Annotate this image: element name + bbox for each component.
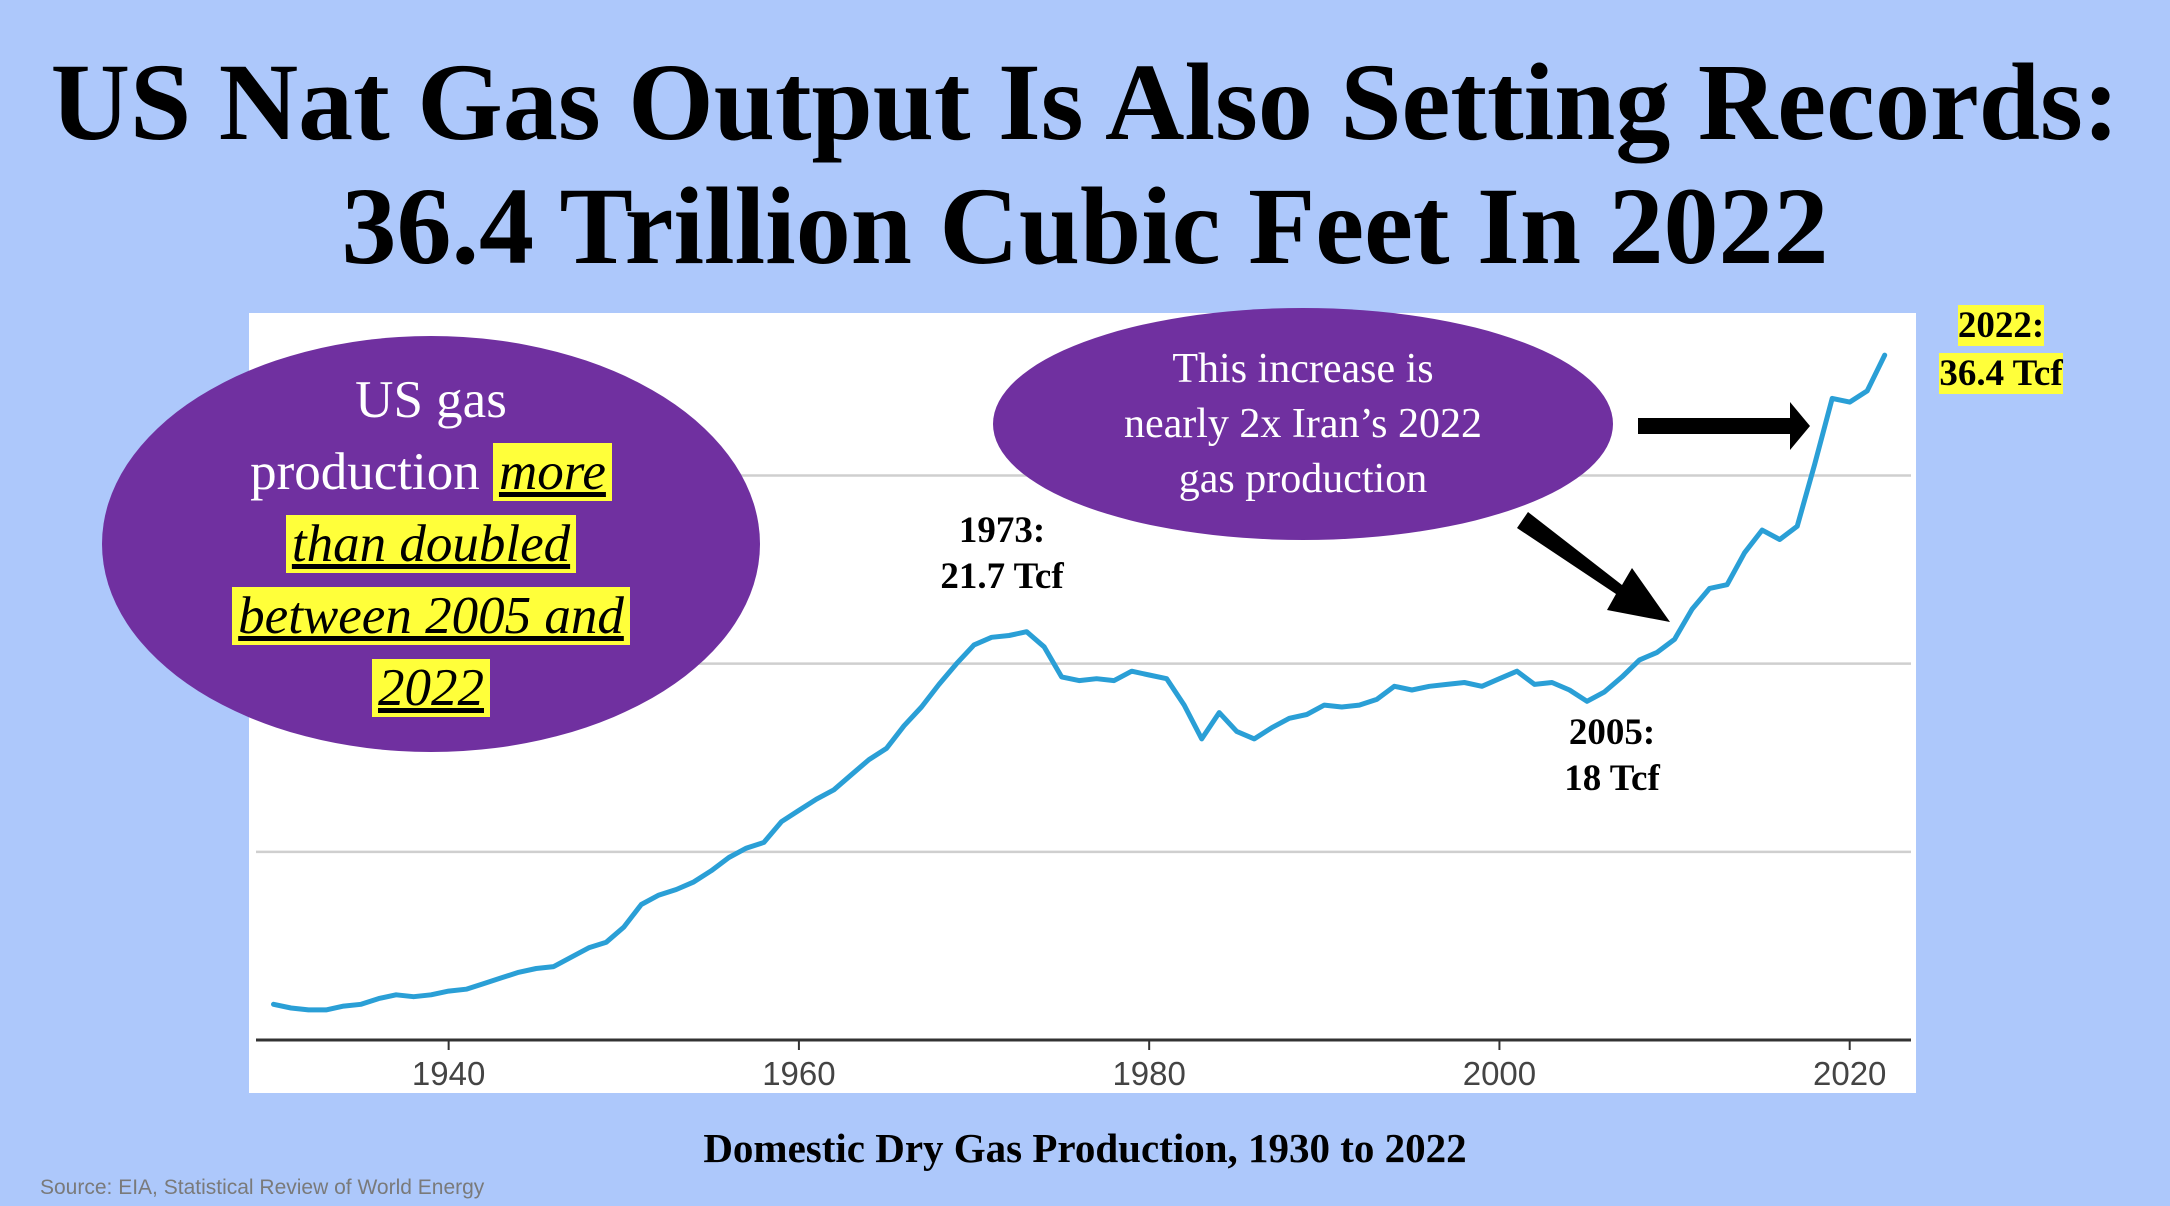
annotation-2022-value: 36.4 Tcf bbox=[1939, 353, 2063, 394]
annotation-1973: 1973: 21.7 Tcf bbox=[912, 508, 1092, 600]
callout-bubble-iran: This increase is nearly 2x Iran’s 2022 g… bbox=[993, 308, 1613, 540]
bubble-left-line-2-highlight: more bbox=[492, 443, 612, 501]
bubble-left-line-1: US gas bbox=[355, 371, 507, 429]
x-tick-label: 2000 bbox=[1463, 1055, 1536, 1092]
bubble-left-line-5: 2022 bbox=[372, 659, 490, 717]
page-title: US Nat Gas Output Is Also Setting Record… bbox=[0, 40, 2170, 288]
bubble-left-line-2-plain: production bbox=[250, 443, 493, 501]
x-tick-label: 1960 bbox=[762, 1055, 835, 1092]
bubble-right-line-3: gas production bbox=[1178, 455, 1428, 502]
x-tick-label: 1940 bbox=[412, 1055, 485, 1092]
source-note: Source: EIA, Statistical Review of World… bbox=[40, 1176, 485, 1199]
chart-caption: Domestic Dry Gas Production, 1930 to 202… bbox=[703, 1125, 1467, 1171]
annotation-2005: 2005: 18 Tcf bbox=[1522, 710, 1702, 802]
annotation-2022-year: 2022: bbox=[1957, 305, 2045, 346]
annotation-2022: 2022: 36.4 Tcf bbox=[1926, 302, 2076, 398]
title-line-2: 36.4 Trillion Cubic Feet In 2022 bbox=[341, 165, 1829, 287]
callout-bubble-doubled: US gas production more than doubled betw… bbox=[102, 336, 760, 752]
title-line-1: US Nat Gas Output Is Also Setting Record… bbox=[50, 41, 2120, 163]
annotation-2005-value: 18 Tcf bbox=[1564, 758, 1660, 799]
x-tick-label: 1980 bbox=[1112, 1055, 1185, 1092]
annotation-2005-year: 2005: bbox=[1568, 712, 1656, 753]
bubble-right-line-1: This increase is bbox=[1172, 345, 1434, 392]
x-tick-label: 2020 bbox=[1813, 1055, 1886, 1092]
bubble-left-line-3: than doubled bbox=[285, 515, 577, 573]
bubble-left-line-2: production more bbox=[250, 436, 612, 508]
annotation-1973-year: 1973: bbox=[958, 510, 1046, 551]
annotation-1973-value: 21.7 Tcf bbox=[940, 556, 1064, 597]
bubble-left-line-4: between 2005 and bbox=[232, 587, 630, 645]
bubble-right-line-2: nearly 2x Iran’s 2022 bbox=[1123, 400, 1483, 447]
series-line bbox=[271, 352, 1888, 1013]
